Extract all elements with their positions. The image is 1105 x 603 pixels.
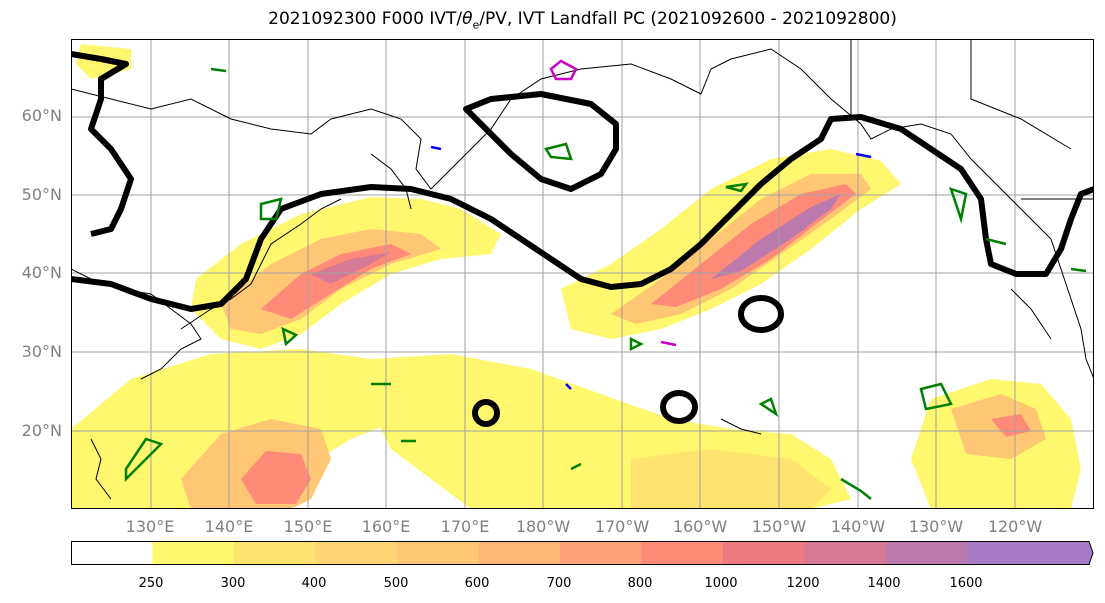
colorbar-swatch (1049, 541, 1093, 565)
colorbar-tick-1200: 1200 (786, 576, 820, 591)
colorbar-tick-1600: 1600 (949, 576, 983, 591)
colorbar-tick-800: 800 (627, 576, 653, 591)
colorbar-outline (71, 541, 1094, 565)
colorbar-swatch (315, 541, 398, 565)
colorbar-tick-300: 300 (220, 576, 246, 591)
colorbar-tick-1400: 1400 (867, 576, 901, 591)
ivt-map (71, 39, 1094, 509)
lon-label-130e: 130°E (125, 517, 175, 536)
theta-e-contour-small-ring-2 (660, 390, 698, 424)
pv-contours (124, 59, 1087, 500)
colorbar-swatch (71, 541, 153, 565)
lon-label-140e: 140°E (204, 517, 254, 536)
lat-label-40n: 40°N (21, 263, 62, 282)
theta-e-contour-main (71, 114, 1094, 312)
ivt-colorbar (71, 541, 1094, 565)
colorbar-tick-250: 250 (138, 576, 164, 591)
theta-e-contour-north (71, 51, 134, 237)
colorbar-swatch (723, 541, 805, 565)
lat-label-20n: 20°N (21, 421, 62, 440)
graticule (71, 39, 1094, 509)
ivt-subtropical-central-mid (631, 449, 831, 509)
colorbar-swatch (641, 541, 724, 565)
lon-label-150e: 150°E (283, 517, 333, 536)
lat-label-30n: 30°N (21, 342, 62, 361)
colorbar-swatch (967, 541, 1050, 565)
lon-label-180w: 180°W (515, 517, 571, 536)
colorbar-tick-500: 500 (383, 576, 409, 591)
colorbar-swatch (152, 541, 235, 565)
colorbar-swatch (804, 541, 887, 565)
figure-title: 2021092300 F000 IVT/θe/PV, IVT Landfall … (268, 9, 897, 32)
lat-label-50n: 50°N (21, 185, 62, 204)
colorbar-tick-1000: 1000 (704, 576, 738, 591)
lon-label-170w: 170°W (594, 517, 650, 536)
colorbar-swatch (478, 541, 561, 565)
colorbar-swatch (886, 541, 968, 565)
theta-e-contour-small-ring-3 (472, 399, 500, 427)
colorbar-tick-400: 400 (301, 576, 327, 591)
colorbar-swatch (560, 541, 642, 565)
lon-label-140w: 140°W (830, 517, 886, 536)
lon-label-170e: 170°E (440, 517, 490, 536)
lat-label-60n: 60°N (21, 106, 62, 125)
ivt-plume-east-core (711, 194, 841, 279)
ivt-subtropical-west-core (241, 451, 311, 504)
colorbar-tick-700: 700 (546, 576, 572, 591)
lon-label-160e: 160°E (361, 517, 411, 536)
theta-e-contour-small-ring-1 (738, 295, 784, 333)
lon-label-150w: 150°W (751, 517, 807, 536)
lon-label-120w: 120°W (987, 517, 1043, 536)
ivt-plume-west-core (311, 252, 391, 284)
colorbar-swatch (234, 541, 316, 565)
lon-label-160w: 160°W (672, 517, 728, 536)
colorbar-swatch (397, 541, 479, 565)
theta-e-contours (71, 51, 1094, 427)
lon-label-130w: 130°W (908, 517, 964, 536)
theta-e-contour-ne-loop (463, 91, 619, 192)
colorbar-tick-600: 600 (464, 576, 490, 591)
